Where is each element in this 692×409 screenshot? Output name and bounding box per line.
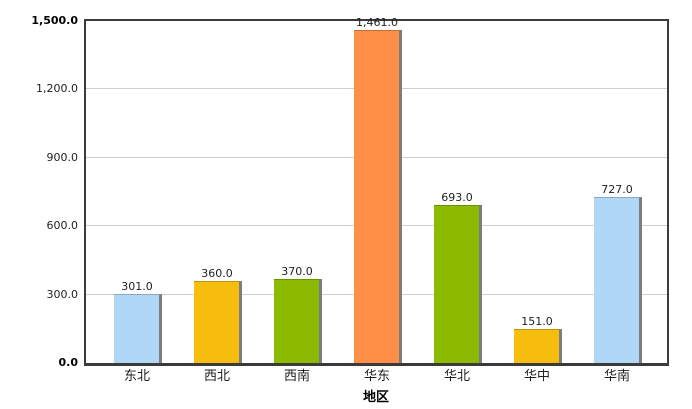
x-axis-category-label: 西南 (283, 369, 310, 384)
y-axis-tick-label: 1,500.0 (31, 14, 78, 27)
bar-西南[interactable] (274, 279, 322, 363)
bar-value-label: 727.0 (601, 183, 633, 196)
bar-value-label: 360.0 (201, 267, 233, 280)
x-axis-category-label: 华东 (363, 369, 390, 384)
bar-value-label: 693.0 (441, 191, 473, 204)
x-axis-category-label: 华北 (443, 369, 470, 384)
bar-华北[interactable] (434, 205, 482, 363)
x-axis-category-label: 西北 (203, 369, 230, 384)
bar-华东[interactable] (354, 30, 402, 363)
x-axis-category-label: 华南 (603, 369, 630, 384)
y-axis-tick-label: 300.0 (46, 287, 79, 301)
bar-西北[interactable] (194, 281, 242, 363)
x-axis-category-label: 东北 (123, 369, 150, 384)
plot-area: 301.0 360.0 370.0 1,461.0 693.0 151.0 727.0 (84, 16, 669, 366)
y-axis-tick-label: 1,200.0 (36, 82, 78, 96)
y-axis-tick-label: 0.0 (58, 356, 79, 369)
bar-value-label: 301.0 (121, 280, 153, 293)
bar-value-label: 1,461.0 (356, 16, 398, 29)
bar-东北[interactable] (114, 294, 162, 363)
y-axis-tick-label: 600.0 (46, 219, 79, 233)
x-axis-category-label: 华中 (523, 369, 550, 384)
bar-value-label: 151.0 (521, 315, 553, 328)
x-axis-title: 地区 (362, 390, 389, 405)
bar-华中[interactable] (514, 329, 562, 363)
bar-value-label: 370.0 (281, 265, 313, 278)
bar-华南[interactable] (594, 197, 642, 363)
y-axis-tick-label: 900.0 (46, 150, 79, 164)
